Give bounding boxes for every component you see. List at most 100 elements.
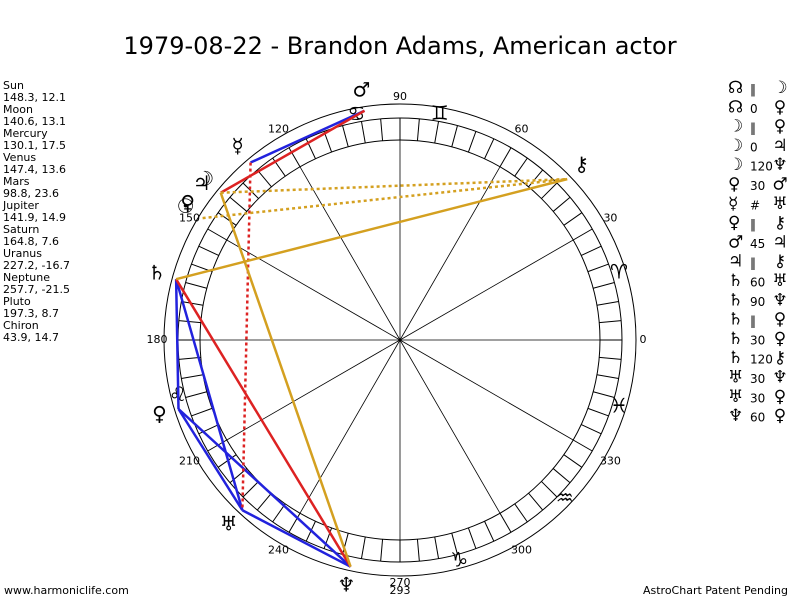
ring-tick	[514, 503, 528, 523]
aspect-line	[220, 177, 568, 194]
planet-name: Neptune	[3, 271, 50, 284]
aspect-line	[177, 408, 244, 511]
ring-tick	[229, 196, 248, 212]
aspect-line	[177, 408, 352, 568]
latitude: , -16.7	[35, 259, 70, 272]
aspect-a: ♀	[728, 213, 740, 233]
latitude: , 8.7	[35, 307, 60, 320]
aspect-type: 30	[750, 372, 765, 386]
ring-tick	[451, 533, 458, 555]
aspect-b: ♀	[774, 387, 786, 407]
aspect-b: ♃	[772, 232, 787, 252]
sign-glyph: ♒	[556, 486, 574, 510]
aspect-type: 0	[750, 140, 758, 154]
latitude: , 23.6	[28, 187, 60, 200]
planet-name: Saturn	[3, 223, 39, 236]
planet-name: Mercury	[3, 127, 48, 140]
ring-tick	[596, 374, 619, 380]
aspect-b: ♆	[772, 290, 787, 310]
ring-tick	[288, 512, 301, 533]
ring-tick	[467, 131, 477, 153]
aspect-a: ♅	[728, 368, 743, 388]
ring-tick	[178, 320, 201, 324]
aspect-a: ♅	[728, 387, 743, 407]
planet-glyph: ☉	[177, 194, 195, 218]
latitude: , 13.6	[35, 163, 67, 176]
chart-title: 1979-08-22 - Brandon Adams, American act…	[123, 32, 676, 60]
ring-tick	[198, 245, 219, 256]
degree-label: 0	[640, 333, 647, 346]
aspect-b: ♀	[774, 117, 786, 137]
aspect-line	[219, 192, 352, 568]
planet-position: 147.4, 13.6	[3, 163, 66, 176]
planet-name: Mars	[3, 175, 30, 188]
ring-tick	[587, 263, 609, 273]
degree-label: 240	[268, 543, 289, 556]
longitude: 130.1	[3, 139, 35, 152]
aspect-type: ‖	[750, 256, 756, 270]
latitude: , -21.5	[35, 283, 70, 296]
degree-label: 270	[390, 576, 411, 589]
ring-tick	[434, 536, 440, 559]
spoke	[226, 339, 401, 441]
degree-label: 90	[393, 90, 407, 103]
sign-glyph: ♓	[610, 393, 628, 417]
latitude: , 7.6	[35, 235, 60, 248]
aspect-a: ♄	[728, 348, 743, 368]
aspect-line	[220, 109, 366, 194]
ring-tick	[581, 245, 602, 256]
longitude: 43.9	[3, 331, 28, 344]
ring-tick	[467, 527, 477, 549]
ring-tick	[593, 282, 615, 289]
planet-position: 43.9, 14.7	[3, 331, 59, 344]
ring-tick	[191, 407, 213, 417]
longitude: 164.8	[3, 235, 35, 248]
planet-position: 148.3, 12.1	[3, 91, 66, 104]
aspect-type: 60	[750, 276, 765, 290]
aspect-type: ‖	[750, 218, 756, 232]
aspect-a: ☽	[728, 117, 743, 137]
aspect-line	[174, 279, 180, 410]
footer-right: AstroChart Patent Pending	[643, 584, 788, 597]
planet-position: 227.2, -16.7	[3, 259, 70, 272]
aspect-a: ♄	[728, 271, 743, 291]
spoke	[399, 239, 574, 341]
aspect-type: 30	[750, 333, 765, 347]
ring-tick	[596, 300, 619, 306]
planet-name: Pluto	[3, 295, 31, 308]
aspect-a: ♄	[728, 310, 743, 330]
planet-position: 141.9, 14.9	[3, 211, 66, 224]
ring-tick	[207, 228, 228, 241]
ring-tick	[342, 533, 349, 555]
ring-tick	[552, 468, 571, 484]
degree-label: 300	[511, 543, 532, 556]
latitude: , 14.9	[35, 211, 67, 224]
aspect-a: ☽	[728, 155, 743, 175]
spoke	[399, 166, 501, 341]
spoke	[399, 339, 574, 441]
ring-tick	[416, 539, 420, 562]
ring-tick	[451, 125, 458, 147]
longitude: 147.4	[3, 163, 35, 176]
aspect-type: #	[750, 198, 760, 212]
ring-tick	[256, 492, 272, 511]
degree-label: 180	[147, 333, 168, 346]
planet-position: 257.7, -21.5	[3, 283, 70, 296]
planet-glyph: ♂	[352, 77, 370, 101]
planet-position: 98.8, 23.6	[3, 187, 59, 200]
longitude: 141.9	[3, 211, 35, 224]
aspect-a: ♀	[728, 175, 740, 195]
planet-name: Jupiter	[2, 199, 39, 212]
ring-tick	[484, 138, 495, 159]
aspect-b: ⚷	[774, 252, 786, 272]
ring-tick	[360, 121, 366, 144]
ring-tick	[484, 521, 495, 542]
aspect-line	[202, 177, 568, 220]
latitude: , 14.7	[28, 331, 60, 344]
ring-tick	[185, 282, 207, 289]
aspect-a: ♂	[728, 232, 743, 252]
ring-tick	[599, 320, 622, 324]
sign-glyph: ♊	[431, 101, 449, 125]
aspect-line	[174, 278, 244, 511]
ring-tick	[342, 125, 349, 147]
